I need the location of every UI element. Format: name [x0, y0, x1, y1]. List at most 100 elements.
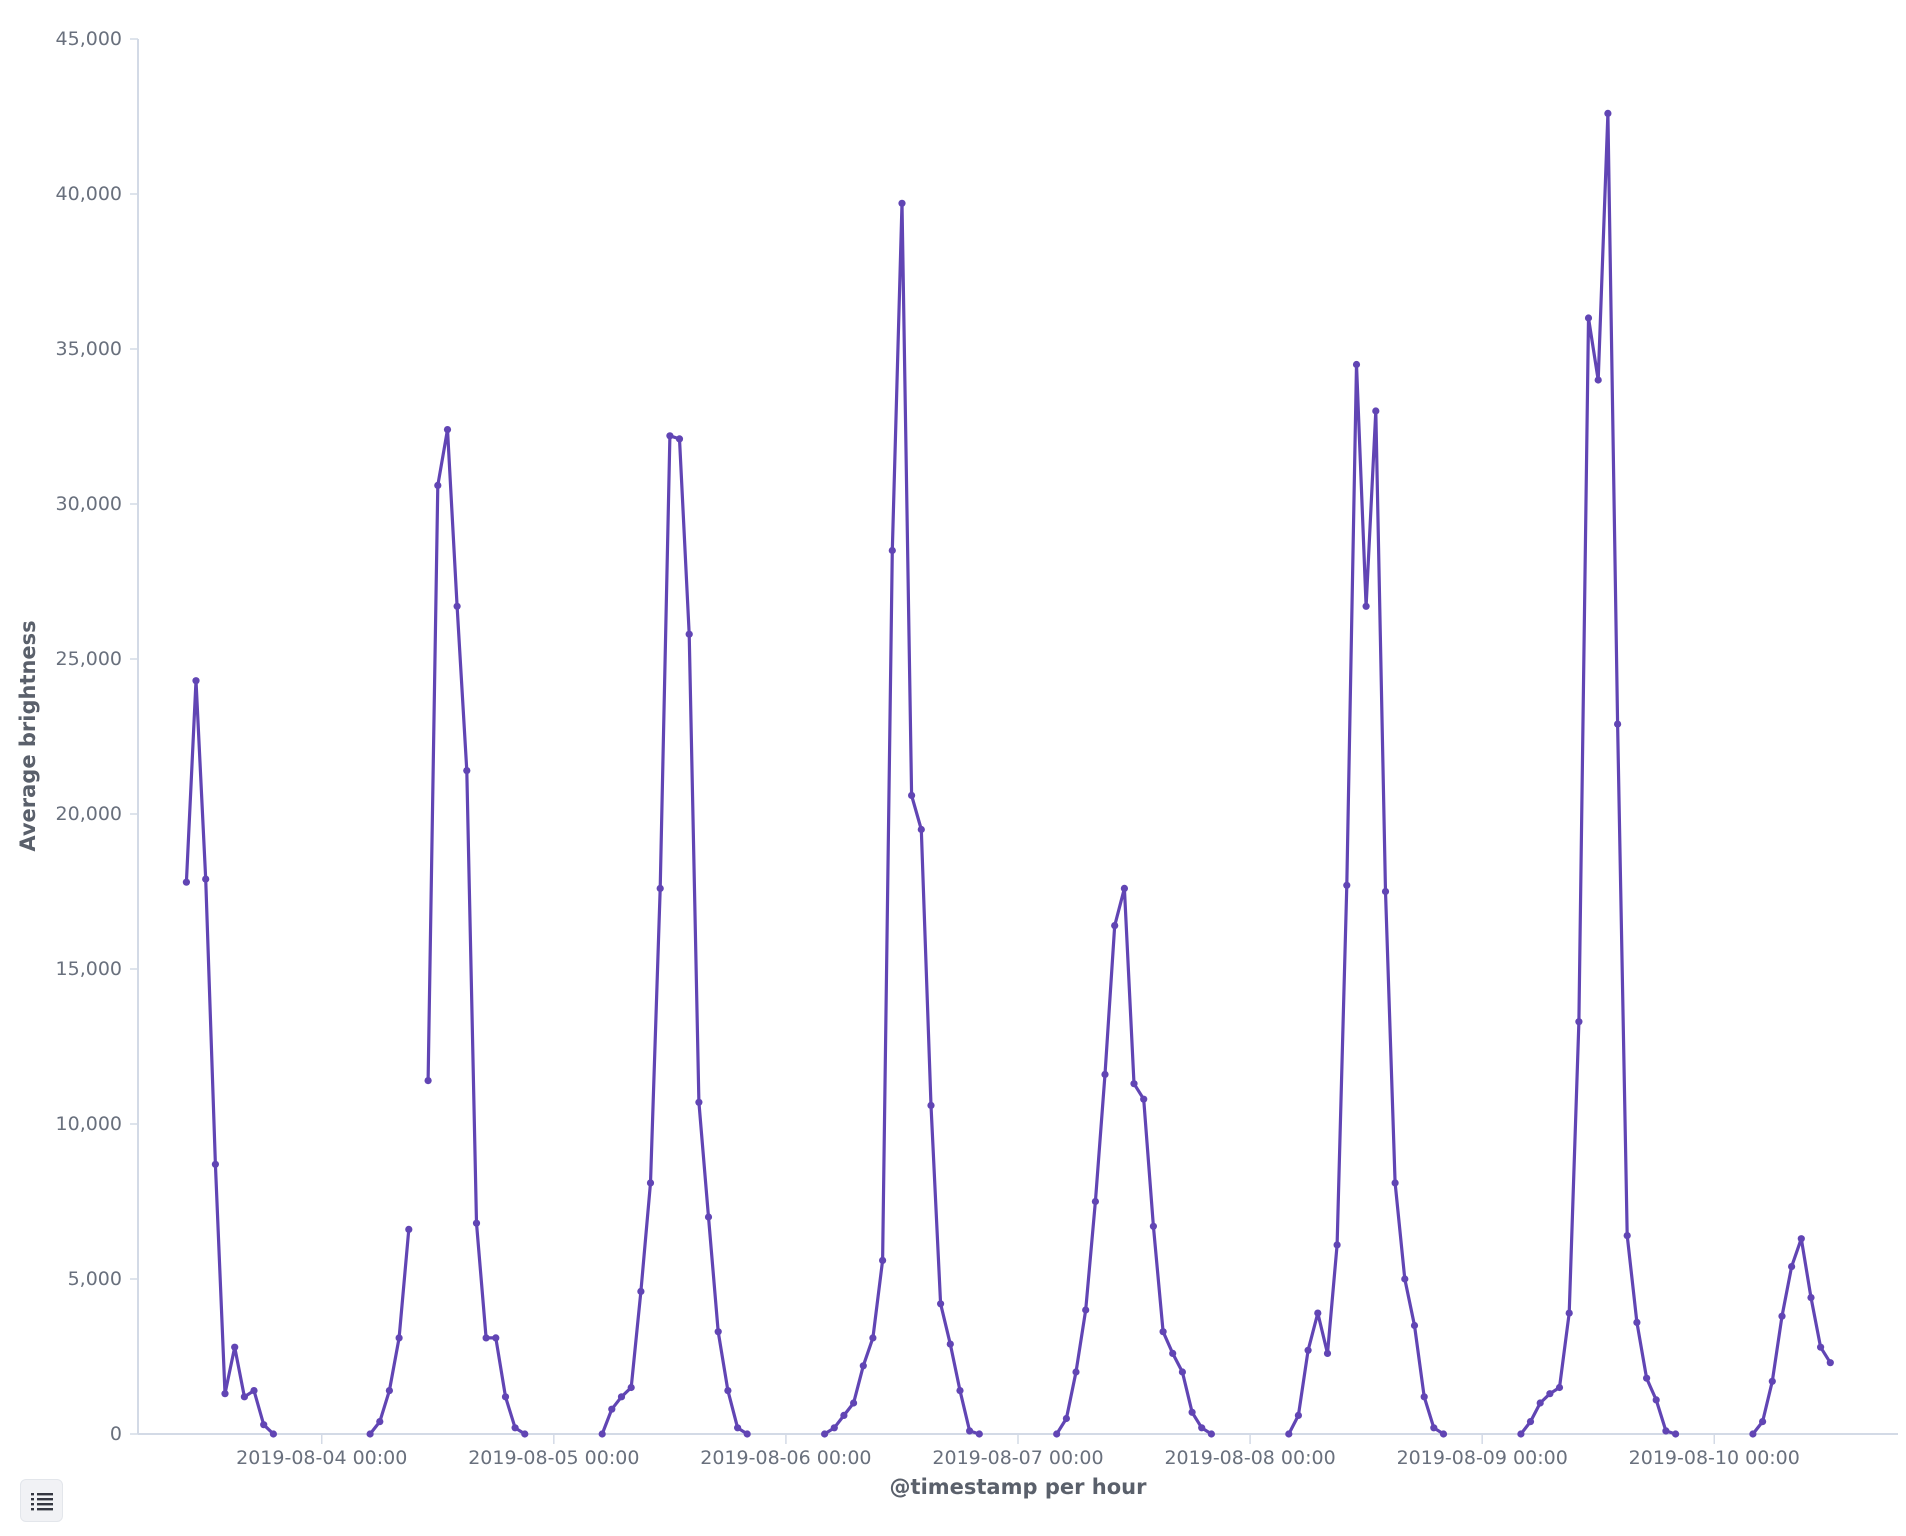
y-tick-label: 35,000 [56, 338, 122, 360]
data-point [1526, 1418, 1535, 1426]
data-point [240, 1393, 248, 1401]
data-point [1643, 1374, 1651, 1382]
data-point [908, 791, 916, 800]
data-point [821, 1430, 829, 1438]
data-point [646, 1179, 655, 1187]
data-point [1082, 1306, 1090, 1314]
data-point [704, 1213, 713, 1221]
data-point [1565, 1309, 1573, 1317]
x-tick-label: 2019-08-06 00:00 [700, 1447, 871, 1469]
data-point [521, 1430, 529, 1438]
data-point [231, 1343, 239, 1351]
data-point [879, 1256, 887, 1264]
x-axis-title: @timestamp per hour [890, 1475, 1148, 1499]
data-point [627, 1383, 635, 1392]
series-line [823, 201, 981, 1436]
data-point [1294, 1411, 1302, 1419]
y-tick-label: 45,000 [56, 28, 122, 50]
data-point [492, 1334, 500, 1342]
data-point [898, 199, 906, 207]
data-point [1768, 1377, 1776, 1385]
data-point [1120, 884, 1128, 893]
data-point [463, 767, 471, 775]
data-point [376, 1418, 384, 1426]
data-point [501, 1393, 510, 1401]
data-point [211, 1160, 219, 1168]
series-line [426, 428, 527, 1436]
series-line [600, 434, 749, 1436]
data-point [830, 1424, 838, 1432]
data-point [192, 677, 200, 685]
y-tick-label: 10,000 [56, 1113, 122, 1135]
data-point [1584, 314, 1593, 322]
data-point [1352, 360, 1361, 369]
data-point [511, 1424, 519, 1432]
data-point [956, 1387, 964, 1395]
series-line [1287, 362, 1446, 1436]
data-point [472, 1219, 481, 1227]
legend-toggle-button[interactable] [20, 1479, 63, 1522]
data-point [1130, 1080, 1138, 1088]
data-point [1410, 1321, 1419, 1330]
data-point [1362, 602, 1370, 610]
data-point [946, 1340, 954, 1348]
data-point [975, 1430, 983, 1438]
data-point [598, 1430, 606, 1438]
data-point [666, 432, 674, 440]
data-point [1333, 1241, 1341, 1249]
y-tick-label: 5,000 [68, 1268, 122, 1290]
y-axis: 0 5,000 10,000 15,000 20,000 25,000 30,000 35,0… [56, 28, 139, 1445]
data-point [405, 1225, 413, 1233]
data-point [1101, 1070, 1109, 1078]
x-axis: 2019-08-04 00:00 2019-08-05 00:00 2019-08-… [138, 1433, 1898, 1469]
data-point [1149, 1222, 1157, 1230]
data-point [1062, 1414, 1070, 1423]
data-point [724, 1387, 732, 1395]
data-point [1381, 887, 1390, 896]
data-point [1159, 1328, 1167, 1336]
data-point [734, 1424, 742, 1432]
data-point [424, 1077, 432, 1085]
data-point [260, 1421, 268, 1429]
data-point [1662, 1427, 1670, 1435]
data-point [1178, 1368, 1186, 1376]
x-tick-label: 2019-08-07 00:00 [932, 1447, 1103, 1469]
data-point [850, 1399, 858, 1407]
y-tick-label: 25,000 [56, 648, 122, 670]
data-point [743, 1430, 751, 1438]
data-point [617, 1393, 626, 1401]
data-point [927, 1101, 935, 1109]
data-point [395, 1334, 403, 1342]
data-point [1633, 1318, 1641, 1326]
data-point [1546, 1390, 1554, 1398]
data-point [1285, 1430, 1293, 1438]
data-point [1314, 1309, 1322, 1317]
data-point [859, 1362, 867, 1370]
data-point [840, 1411, 848, 1419]
data-point [1111, 922, 1119, 930]
x-tick-label: 2019-08-09 00:00 [1397, 1447, 1568, 1469]
data-point [1091, 1197, 1099, 1206]
list-icon [30, 1492, 53, 1510]
data-point [1343, 881, 1351, 889]
data-point [1517, 1430, 1525, 1438]
data-point [453, 602, 461, 610]
data-point [221, 1390, 229, 1398]
data-point [1555, 1383, 1564, 1392]
data-point [482, 1334, 490, 1342]
series-line [184, 679, 275, 1436]
data-point [1053, 1430, 1061, 1438]
data-point [1623, 1232, 1631, 1240]
y-tick-label: 20,000 [56, 803, 122, 825]
data-point [1072, 1368, 1080, 1376]
x-tick-label: 2019-08-04 00:00 [236, 1447, 407, 1469]
data-point [1372, 407, 1380, 415]
data-point [269, 1430, 277, 1438]
data-point [1749, 1430, 1757, 1438]
series-line [1519, 111, 1678, 1436]
data-point [1420, 1393, 1428, 1401]
data-point [1788, 1263, 1796, 1271]
data-point [1536, 1399, 1544, 1407]
data-point [1594, 376, 1602, 384]
